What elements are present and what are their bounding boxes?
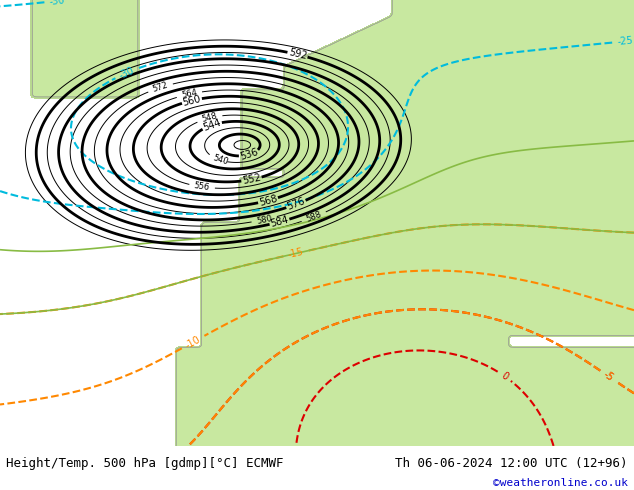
Text: 536: 536 (239, 147, 259, 162)
Text: 0: 0 (499, 370, 510, 382)
Text: Height/Temp. 500 hPa [gdmp][°C] ECMWF: Height/Temp. 500 hPa [gdmp][°C] ECMWF (6, 457, 284, 470)
Text: -5: -5 (602, 369, 615, 383)
Text: -30: -30 (49, 0, 65, 7)
Text: -5: -5 (602, 369, 615, 383)
Text: 540: 540 (212, 154, 230, 167)
Text: ©weatheronline.co.uk: ©weatheronline.co.uk (493, 478, 628, 489)
Text: 560: 560 (182, 94, 202, 108)
Text: 548: 548 (201, 112, 219, 124)
Text: -25: -25 (617, 36, 633, 47)
Text: -10: -10 (184, 334, 202, 350)
Text: 576: 576 (285, 196, 306, 212)
Text: 572: 572 (152, 81, 169, 94)
Text: 556: 556 (193, 181, 210, 193)
Text: 584: 584 (269, 215, 290, 229)
Text: 588: 588 (305, 210, 323, 224)
Text: 552: 552 (242, 173, 262, 186)
Text: -30: -30 (118, 65, 136, 80)
Text: 544: 544 (202, 118, 223, 133)
Text: 580: 580 (256, 214, 273, 225)
Text: 568: 568 (258, 194, 278, 208)
Text: 564: 564 (181, 88, 198, 100)
Text: 592: 592 (287, 48, 307, 62)
Text: Th 06-06-2024 12:00 UTC (12+96): Th 06-06-2024 12:00 UTC (12+96) (395, 457, 628, 470)
Text: -15: -15 (287, 247, 305, 260)
